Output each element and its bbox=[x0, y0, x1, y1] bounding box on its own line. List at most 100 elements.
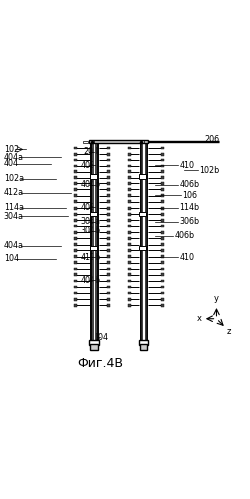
Bar bbox=[141, 143, 146, 341]
Bar bbox=[128, 176, 130, 179]
Text: Фиг.4В: Фиг.4В bbox=[77, 357, 123, 370]
Bar bbox=[161, 153, 164, 156]
Bar bbox=[128, 244, 130, 246]
Bar bbox=[74, 170, 77, 173]
Bar bbox=[74, 304, 77, 306]
Bar bbox=[107, 200, 110, 203]
Bar bbox=[90, 340, 99, 345]
Bar bbox=[128, 304, 130, 306]
Bar bbox=[107, 273, 110, 276]
Text: 106: 106 bbox=[182, 191, 197, 200]
Bar bbox=[161, 255, 164, 258]
Bar bbox=[128, 292, 130, 294]
Bar bbox=[128, 165, 130, 167]
Bar bbox=[107, 250, 110, 251]
Bar bbox=[107, 298, 110, 301]
Text: 408: 408 bbox=[80, 203, 96, 212]
Bar bbox=[161, 250, 164, 251]
Text: 408: 408 bbox=[80, 161, 96, 170]
Bar bbox=[128, 286, 130, 288]
Bar bbox=[128, 225, 130, 228]
Bar bbox=[107, 207, 110, 210]
Bar bbox=[74, 273, 77, 276]
Bar bbox=[128, 231, 130, 234]
Text: 404: 404 bbox=[4, 159, 19, 168]
Bar bbox=[74, 213, 77, 216]
Text: 104: 104 bbox=[93, 333, 108, 342]
Bar bbox=[128, 147, 130, 149]
Bar bbox=[161, 176, 164, 179]
Bar bbox=[74, 159, 77, 161]
Bar bbox=[74, 200, 77, 203]
Bar bbox=[74, 292, 77, 294]
Bar bbox=[107, 286, 110, 288]
Bar bbox=[107, 195, 110, 197]
Bar bbox=[128, 261, 130, 264]
Bar bbox=[161, 207, 164, 210]
Text: 304b: 304b bbox=[80, 227, 100, 236]
Bar bbox=[161, 165, 164, 167]
Bar bbox=[128, 195, 130, 197]
Bar bbox=[141, 143, 146, 341]
Bar bbox=[107, 153, 110, 156]
Bar bbox=[74, 207, 77, 210]
Bar bbox=[161, 231, 164, 234]
Bar bbox=[161, 298, 164, 301]
Bar bbox=[74, 182, 77, 185]
Bar bbox=[142, 143, 145, 341]
Bar bbox=[107, 219, 110, 222]
Bar bbox=[74, 153, 77, 156]
Bar bbox=[107, 261, 110, 264]
Text: 204: 204 bbox=[83, 147, 98, 156]
Bar bbox=[74, 244, 77, 246]
Bar bbox=[92, 143, 97, 341]
Text: 114a: 114a bbox=[4, 204, 24, 213]
Bar bbox=[90, 212, 96, 216]
Bar bbox=[93, 143, 95, 341]
Bar bbox=[161, 237, 164, 240]
Bar bbox=[161, 213, 164, 216]
Bar bbox=[74, 279, 77, 282]
Bar bbox=[107, 159, 110, 161]
Text: 410: 410 bbox=[180, 253, 194, 262]
Bar bbox=[107, 292, 110, 294]
Bar bbox=[161, 244, 164, 246]
Bar bbox=[74, 255, 77, 258]
Text: z: z bbox=[227, 326, 231, 336]
Bar bbox=[74, 176, 77, 179]
Bar bbox=[128, 153, 130, 156]
Text: 114b: 114b bbox=[180, 204, 200, 213]
Bar bbox=[161, 170, 164, 173]
Bar bbox=[107, 188, 110, 191]
Bar bbox=[74, 165, 77, 167]
Bar bbox=[107, 170, 110, 173]
Bar bbox=[74, 188, 77, 191]
Bar bbox=[161, 147, 164, 149]
Text: 206: 206 bbox=[204, 135, 219, 144]
Bar bbox=[161, 261, 164, 264]
Bar bbox=[74, 286, 77, 288]
Bar bbox=[161, 225, 164, 228]
Bar bbox=[128, 170, 130, 173]
Text: 102: 102 bbox=[4, 145, 19, 154]
Bar bbox=[74, 261, 77, 264]
Bar bbox=[161, 273, 164, 276]
Bar bbox=[161, 200, 164, 203]
Bar bbox=[92, 143, 96, 341]
Text: 412b: 412b bbox=[80, 253, 101, 262]
Bar bbox=[107, 225, 110, 228]
Bar bbox=[128, 279, 130, 282]
Bar bbox=[107, 182, 110, 185]
Bar bbox=[107, 213, 110, 216]
Bar bbox=[128, 273, 130, 276]
Text: 306a: 306a bbox=[80, 217, 100, 227]
Bar bbox=[128, 219, 130, 222]
Bar bbox=[89, 140, 148, 143]
Bar bbox=[90, 344, 98, 350]
Bar bbox=[107, 279, 110, 282]
Bar bbox=[90, 174, 96, 179]
Bar bbox=[107, 231, 110, 234]
Bar bbox=[139, 340, 148, 345]
Bar bbox=[107, 304, 110, 306]
Bar bbox=[74, 250, 77, 251]
